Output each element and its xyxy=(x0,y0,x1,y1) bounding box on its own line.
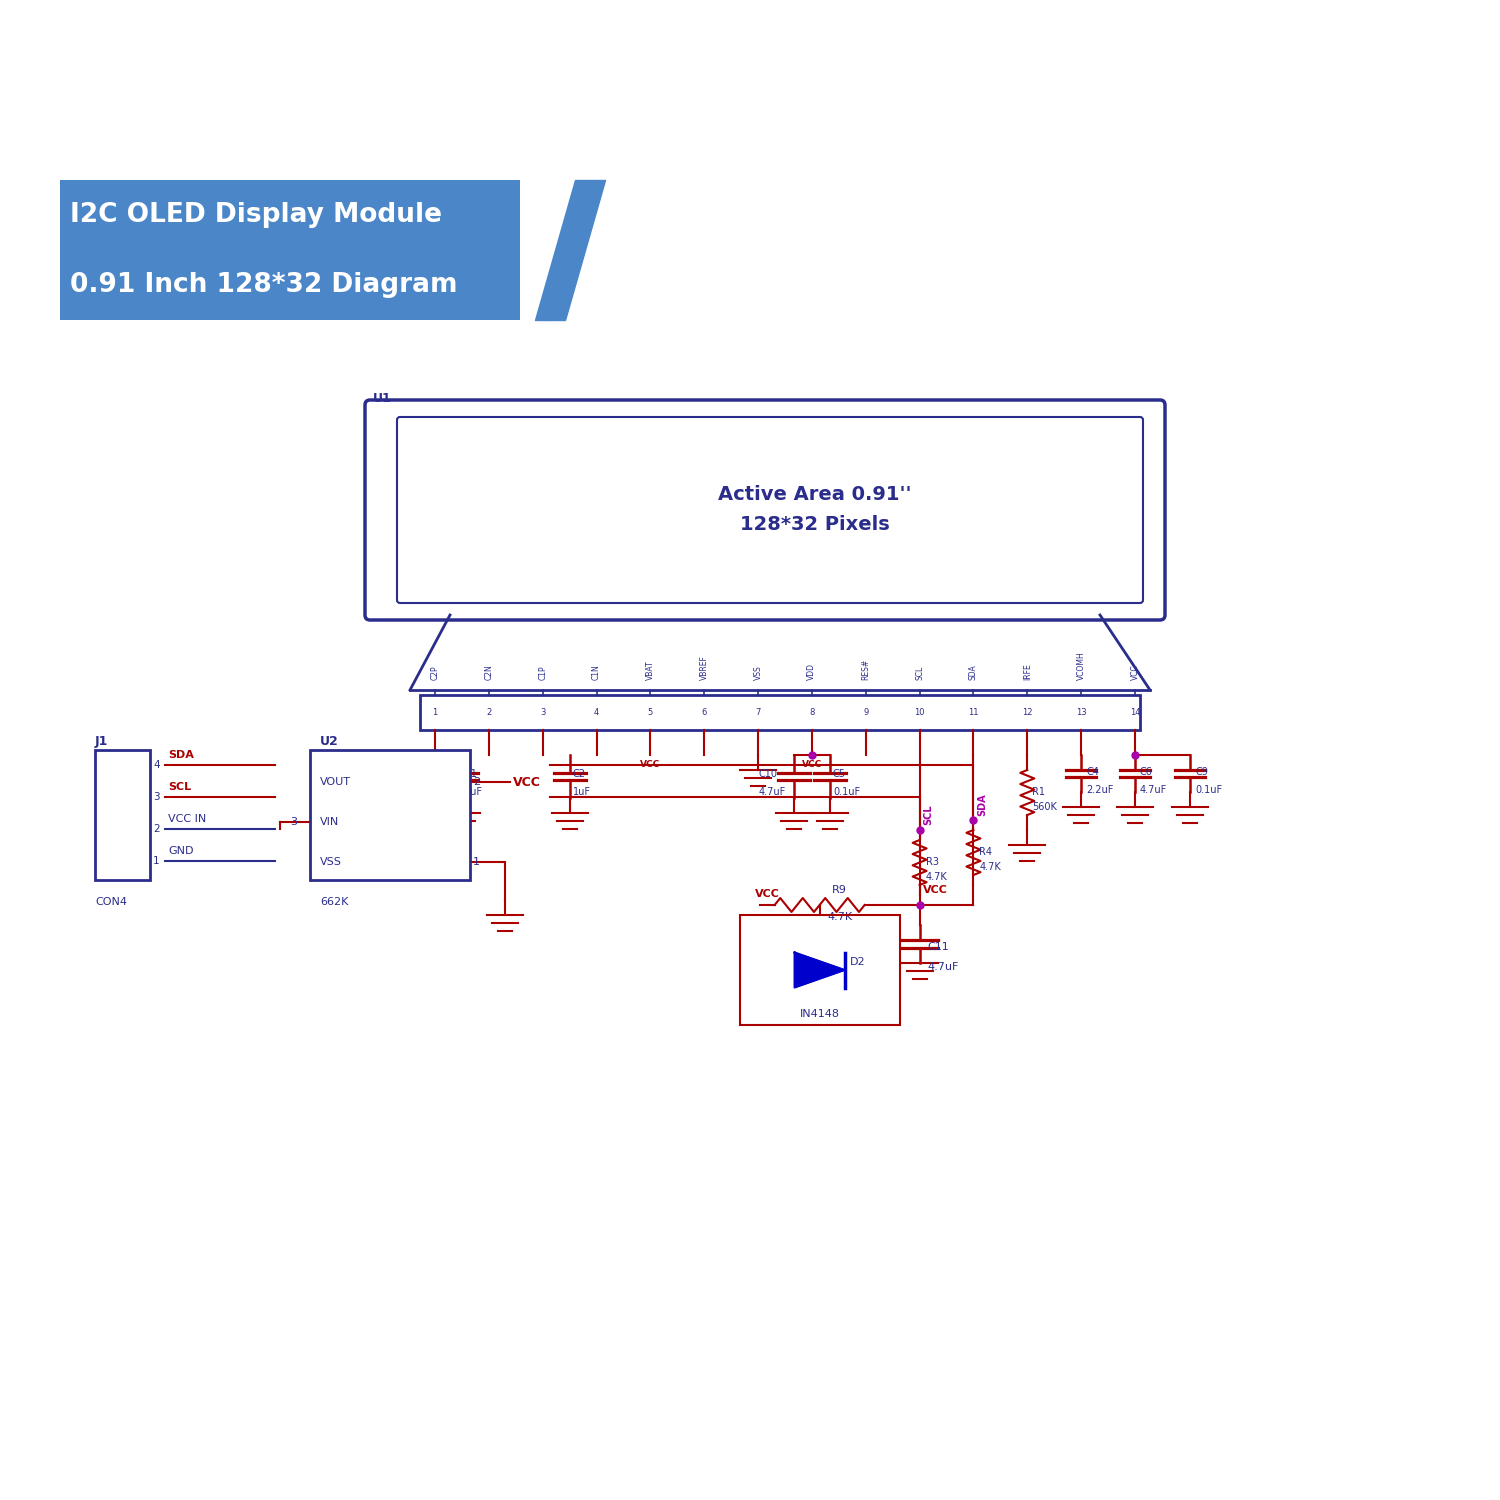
Text: 4.7uF: 4.7uF xyxy=(759,788,786,796)
Text: U1: U1 xyxy=(374,392,392,405)
Text: 2: 2 xyxy=(472,777,480,788)
Text: C2P: C2P xyxy=(430,666,439,680)
Text: D2: D2 xyxy=(849,957,865,968)
Polygon shape xyxy=(795,952,844,987)
Text: 14: 14 xyxy=(1130,708,1140,717)
Bar xyxy=(94,750,150,880)
Text: R1: R1 xyxy=(1032,788,1046,796)
Text: R3: R3 xyxy=(926,856,939,867)
Text: 2: 2 xyxy=(486,708,492,717)
Bar xyxy=(420,694,1140,730)
Text: 3: 3 xyxy=(540,708,546,717)
Text: 3: 3 xyxy=(153,792,159,802)
Text: VDD: VDD xyxy=(807,663,816,680)
Text: C10: C10 xyxy=(759,770,778,778)
Text: R4: R4 xyxy=(980,847,993,856)
Text: 1uF: 1uF xyxy=(573,788,591,796)
Text: SCL: SCL xyxy=(915,666,924,680)
Bar xyxy=(740,915,900,1024)
Text: 4.7K: 4.7K xyxy=(980,862,1000,871)
Text: 11: 11 xyxy=(968,708,978,717)
Bar xyxy=(60,180,520,320)
Text: 13: 13 xyxy=(1076,708,1086,717)
Text: 10: 10 xyxy=(915,708,926,717)
Text: 4: 4 xyxy=(594,708,598,717)
Text: 9: 9 xyxy=(862,708,868,717)
Text: VSS: VSS xyxy=(753,666,762,680)
Text: C1: C1 xyxy=(465,770,478,778)
Text: C6: C6 xyxy=(1140,766,1154,777)
Text: VOUT: VOUT xyxy=(320,777,351,788)
Text: VCC: VCC xyxy=(640,760,660,770)
Text: R9: R9 xyxy=(833,885,848,896)
Text: VSS: VSS xyxy=(320,856,342,867)
Text: RES#: RES# xyxy=(861,658,870,680)
Text: 7: 7 xyxy=(756,708,760,717)
Text: SCL: SCL xyxy=(924,804,933,825)
Text: VCC: VCC xyxy=(802,760,822,770)
Text: VIN: VIN xyxy=(320,818,339,827)
Text: 1: 1 xyxy=(153,856,159,865)
Text: 2.2uF: 2.2uF xyxy=(1086,784,1113,795)
Text: C9: C9 xyxy=(1196,766,1208,777)
Text: 2: 2 xyxy=(153,824,159,834)
Text: C5: C5 xyxy=(833,770,846,778)
Text: VBREF: VBREF xyxy=(699,656,708,680)
Text: SDA: SDA xyxy=(978,794,987,816)
Text: C11: C11 xyxy=(927,942,950,952)
Text: VCOMH: VCOMH xyxy=(1077,651,1086,680)
Text: 4.7uF: 4.7uF xyxy=(1140,784,1167,795)
Text: 0.1uF: 0.1uF xyxy=(1196,784,1222,795)
Text: I2C OLED Display Module: I2C OLED Display Module xyxy=(70,202,442,228)
Text: IN4148: IN4148 xyxy=(800,1010,840,1019)
Text: 3: 3 xyxy=(290,818,297,827)
FancyBboxPatch shape xyxy=(364,400,1166,620)
Text: J1: J1 xyxy=(94,735,108,748)
Text: 662K: 662K xyxy=(320,897,348,908)
Text: 5: 5 xyxy=(648,708,652,717)
Text: SDA: SDA xyxy=(969,664,978,680)
Text: VBAT: VBAT xyxy=(646,660,656,680)
Text: C2N: C2N xyxy=(484,664,494,680)
FancyBboxPatch shape xyxy=(398,417,1143,603)
Text: 1: 1 xyxy=(432,708,438,717)
Text: SCL: SCL xyxy=(168,782,190,792)
Text: U2: U2 xyxy=(320,735,339,748)
Text: C2: C2 xyxy=(573,770,585,778)
Text: VCC: VCC xyxy=(922,885,948,896)
Text: VCC IN: VCC IN xyxy=(168,815,206,824)
Text: SDA: SDA xyxy=(168,750,194,760)
Text: 1uF: 1uF xyxy=(465,788,483,796)
Text: C1P: C1P xyxy=(538,666,548,680)
Text: C4: C4 xyxy=(1086,766,1100,777)
Text: 560K: 560K xyxy=(1032,802,1058,812)
Text: CON4: CON4 xyxy=(94,897,128,908)
Text: 4.7K: 4.7K xyxy=(827,912,852,922)
Text: VCC: VCC xyxy=(1131,664,1140,680)
Text: 4.7uF: 4.7uF xyxy=(927,962,958,972)
Text: 12: 12 xyxy=(1022,708,1032,717)
Text: 0.1uF: 0.1uF xyxy=(833,788,860,796)
Text: 6: 6 xyxy=(702,708,706,717)
Bar xyxy=(310,750,470,880)
Text: 0.91 Inch 128*32 Diagram: 0.91 Inch 128*32 Diagram xyxy=(70,272,458,298)
Text: 4: 4 xyxy=(153,760,159,770)
Text: GND: GND xyxy=(168,846,194,856)
Text: 1: 1 xyxy=(472,856,480,867)
Text: VCC: VCC xyxy=(513,776,542,789)
Text: 8: 8 xyxy=(808,708,814,717)
Text: Active Area 0.91'': Active Area 0.91'' xyxy=(718,486,912,504)
Text: IRFE: IRFE xyxy=(1023,663,1032,680)
Text: C1N: C1N xyxy=(592,664,602,680)
Text: 128*32 Pixels: 128*32 Pixels xyxy=(740,516,890,534)
Text: VCC: VCC xyxy=(754,890,780,898)
Text: 4.7K: 4.7K xyxy=(926,871,948,882)
